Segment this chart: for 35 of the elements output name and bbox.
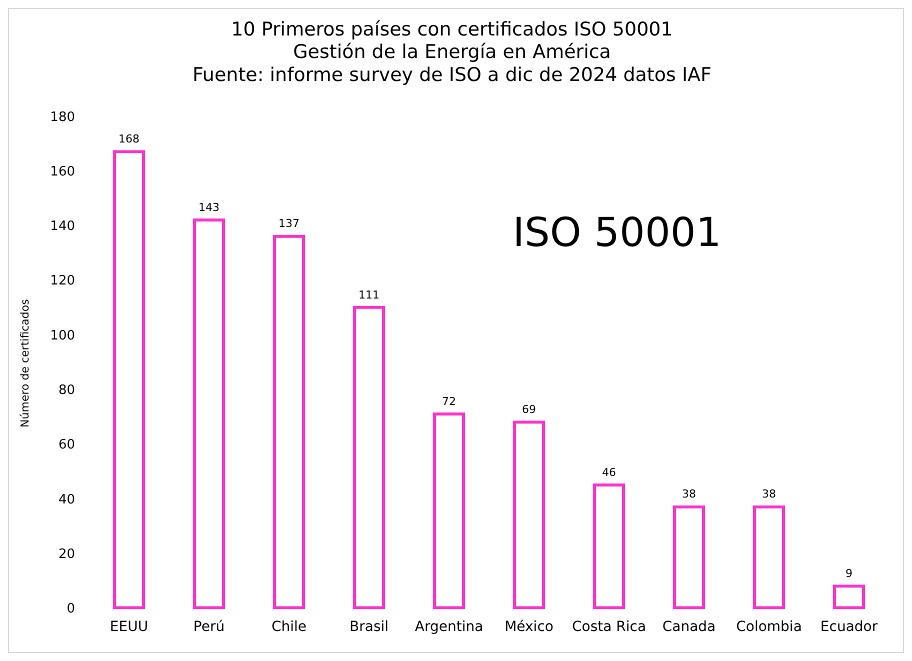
- x-tick-label: Colombia: [736, 619, 802, 636]
- x-tick-label: Perú: [193, 619, 225, 636]
- x-tick-label: Ecuador: [820, 619, 878, 636]
- y-tick-label: 160: [50, 164, 76, 180]
- y-tick-label: 80: [58, 382, 76, 398]
- x-tick-label: Argentina: [414, 619, 484, 636]
- data-label: 38: [762, 488, 776, 501]
- data-label: 111: [358, 288, 380, 302]
- chart-subtitle: Gestión de la Energía en América: [293, 41, 611, 64]
- x-tick-label: Canada: [662, 619, 716, 636]
- data-label: 38: [682, 488, 696, 501]
- x-tick-label: EEUU: [110, 619, 148, 636]
- data-label: 168: [118, 132, 140, 146]
- data-label: 72: [442, 394, 456, 408]
- y-tick-label: 40: [58, 492, 76, 508]
- y-tick-label: 60: [58, 438, 76, 453]
- y-tick-label: 100: [50, 328, 76, 344]
- data-label: 137: [278, 217, 300, 230]
- y-tick-label: 0: [66, 602, 76, 617]
- annotation: ISO 50001: [512, 210, 722, 256]
- x-tick-label: Costa Rica: [572, 619, 646, 636]
- y-tick-label: 120: [50, 274, 76, 289]
- x-tick-label: Brasil: [350, 619, 389, 636]
- x-tick-label: Chile: [271, 619, 307, 636]
- data-label: 46: [602, 466, 616, 479]
- source-note: Fuente: informe survey de ISO a dic de 2024 datos IAF: [192, 64, 712, 86]
- data-label: 69: [522, 403, 536, 416]
- chart-title: 10 Primeros países con certificados ISO 50001: [231, 18, 673, 40]
- y-tick-label: 180: [50, 110, 76, 125]
- y-axis-title: Número de certificados: [18, 298, 32, 428]
- y-tick-label: 140: [50, 219, 76, 234]
- y-tick-label: 20: [58, 546, 76, 562]
- x-tick-label: México: [504, 619, 554, 636]
- data-label: 9: [846, 566, 852, 580]
- data-label: 143: [198, 200, 220, 214]
